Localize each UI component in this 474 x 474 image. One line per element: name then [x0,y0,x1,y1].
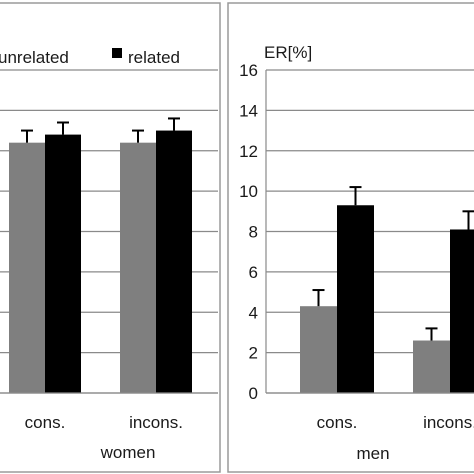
women-bar-related-1 [156,130,192,393]
men-ytick-label: 0 [249,384,258,403]
men-group-label: men [356,444,389,463]
men-ytick-label: 6 [249,263,258,282]
women-bar-unrelated-0 [9,142,45,393]
men-xtick-label: incons. [423,413,474,432]
men-bar-related-1 [450,229,474,393]
women-panel-border [0,2,221,473]
men-ytick-label: 16 [239,61,258,80]
women-xtick-label: cons. [25,413,66,432]
men-bar-unrelated-1 [413,340,450,393]
women-bar-related-0 [45,134,81,393]
legend-swatch-related [112,48,122,58]
women-group-label: women [100,443,156,462]
men-ylabel: ER[%] [264,43,312,62]
men-ytick-label: 8 [249,223,258,242]
legend-label-unrelated: unrelated [0,48,69,67]
men-bar-unrelated-0 [300,306,337,393]
men-ytick-label: 12 [239,142,258,161]
men-bar-related-0 [337,205,374,393]
legend: unrelated related [0,48,180,67]
legend-label-related: related [128,48,180,67]
men-ytick-label: 4 [249,303,258,322]
men-ytick-label: 10 [239,182,258,201]
men-ytick-label: 2 [249,344,258,363]
men-xtick-label: cons. [317,413,358,432]
women-bar-unrelated-1 [120,142,156,393]
men-panel-border [227,2,474,473]
women-xtick-label: incons. [129,413,183,432]
men-ytick-label: 14 [239,101,258,120]
